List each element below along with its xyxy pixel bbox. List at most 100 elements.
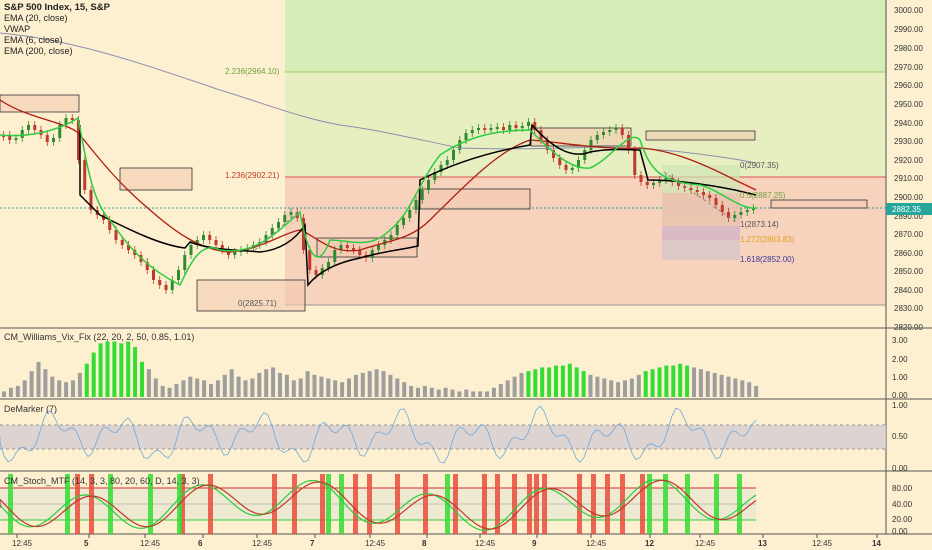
wvf-bar (271, 367, 276, 397)
stoch-oversold-bar (714, 474, 719, 534)
wvf-bar (77, 372, 82, 397)
wvf-bar (623, 380, 627, 397)
candle (427, 180, 430, 190)
wvf-bar (64, 382, 69, 397)
wvf-bar (8, 387, 13, 397)
wvf-bar (457, 391, 462, 397)
time-tick: 14 (872, 539, 881, 548)
wvf-bar (222, 374, 227, 397)
candle (564, 165, 568, 170)
wvf-bar (153, 378, 158, 397)
wvf-bar (229, 369, 234, 397)
candle (483, 128, 487, 130)
demarker-line (0, 405, 757, 464)
stoch-label[interactable]: CM_Stoch_MTF (14, 3, 3, 80, 20, 60, D, 1… (4, 476, 200, 486)
candle (558, 158, 562, 165)
stoch-oversold-bar (663, 474, 668, 534)
candle (545, 140, 549, 150)
wvf-bar (574, 367, 579, 397)
wvf-bar (754, 385, 759, 397)
fib-label-1-right: 1(2873.14) (740, 220, 779, 229)
wvf-bar (326, 378, 331, 397)
candle (202, 235, 205, 240)
candle (164, 285, 168, 290)
legend-vwap[interactable]: VWAP (4, 24, 31, 34)
legend-ema200[interactable]: EMA (200, close) (4, 46, 73, 56)
candle (127, 245, 130, 250)
stoch-overbought-bar (527, 474, 532, 534)
wvf-bar (298, 378, 303, 397)
stoch-oversold-bar (685, 474, 690, 534)
wvf-bar (512, 376, 517, 397)
candle (614, 128, 618, 130)
wvf-bar (181, 380, 186, 397)
candle (345, 245, 349, 248)
svg-text:0.00: 0.00 (892, 527, 908, 536)
time-tick: 5 (84, 539, 89, 548)
svg-text:1.00: 1.00 (892, 373, 908, 382)
price-tick: 2990.00 (894, 25, 923, 34)
candle (502, 127, 505, 130)
wvf-bar (374, 369, 379, 397)
wvf-bar (664, 365, 669, 397)
wvf-bar (422, 385, 427, 397)
candle (358, 250, 362, 255)
candle (408, 210, 412, 218)
candle (370, 250, 374, 258)
wvf-bar (174, 384, 179, 397)
candle (608, 130, 612, 132)
time-tick: 6 (198, 539, 203, 548)
wvf-bar (402, 382, 407, 397)
demarker-label[interactable]: DeMarker (7) (4, 404, 58, 414)
wvf-bar (726, 376, 731, 397)
fib-label-1236: 1.236(2902.21) (225, 171, 280, 180)
wvf-bar (567, 363, 572, 397)
wvf-bar (678, 363, 683, 397)
candle (64, 118, 68, 125)
wvf-bar (209, 384, 213, 397)
wvf-bar (202, 380, 207, 397)
candle (152, 270, 155, 280)
wvf-bar (740, 380, 745, 397)
price-axis-ticks: 3000.00 2990.00 2980.00 2970.00 2960.00 2950.… (894, 6, 923, 332)
price-tick: 2980.00 (894, 44, 923, 53)
wvf-bar (340, 382, 345, 397)
wvf-bar (747, 382, 752, 397)
legend-ema6[interactable]: EMA (6, close) (4, 35, 63, 45)
candle (339, 245, 343, 250)
stoch-overbought-bar (482, 474, 487, 534)
candle (52, 138, 55, 142)
candle (302, 218, 305, 250)
price-axis[interactable] (886, 0, 932, 534)
candle (220, 245, 224, 250)
price-tick: 2870.00 (894, 230, 923, 239)
candle (45, 135, 49, 142)
legend-ema20[interactable]: EMA (20, close) (4, 13, 68, 23)
candle (739, 212, 743, 215)
symbol-title[interactable]: S&P 500 Index, 15, S&P (4, 2, 110, 13)
stoch-overbought-bar (605, 474, 610, 534)
candle (395, 225, 399, 235)
wvf-bar (250, 378, 255, 397)
wvf-bar (312, 374, 317, 397)
candle (702, 192, 705, 195)
wvf-bar (650, 369, 655, 397)
candle (414, 200, 418, 210)
stoch-overbought-bar (423, 474, 428, 534)
time-tick: 12:45 (695, 539, 716, 548)
time-axis[interactable]: 12:45 5 12:45 6 12:45 7 12:45 8 12:45 9 12:45 12 12:… (12, 534, 881, 548)
wvf-bar (533, 369, 538, 397)
williams-label[interactable]: CM_Williams_Vix_Fix (22, 20, 2, 50, 0.85… (4, 332, 195, 342)
candle (645, 182, 649, 185)
candle (514, 125, 518, 128)
candle (120, 240, 124, 245)
candle (464, 133, 468, 140)
candle (433, 172, 437, 180)
candle (458, 140, 462, 150)
candle (489, 128, 493, 130)
wvf-bar (347, 378, 351, 397)
candle (452, 150, 455, 160)
wvf-bar (657, 367, 662, 397)
stoch-overbought-bar (320, 474, 325, 534)
